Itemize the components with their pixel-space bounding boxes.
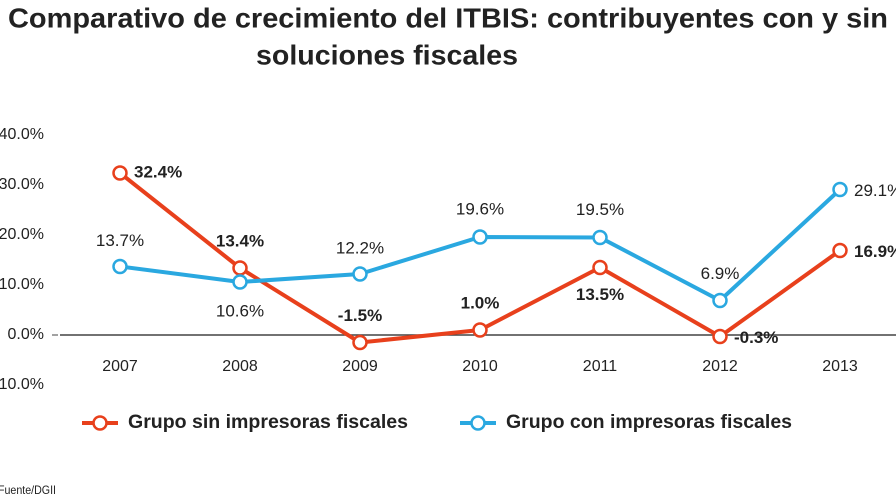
x-tick-label: 2012 [702,358,738,375]
chart-title: soluciones fiscales [256,39,518,70]
y-tick-label: 10.0% [0,276,44,293]
data-label: 19.5% [576,200,624,219]
y-tick-label: 40.0% [0,126,44,143]
data-label: 29.1% [854,181,896,200]
data-label: 1.0% [461,293,500,312]
data-label: 13.5% [576,285,624,304]
legend-marker [470,415,486,431]
data-point [232,274,248,290]
legend-marker [92,415,108,431]
data-point [592,259,608,276]
data-label: 13.7% [96,231,144,250]
data-point [112,165,128,181]
data-label: 6.9% [701,264,740,283]
x-tick-label: 2011 [583,358,618,375]
data-point [352,334,368,351]
data-point [472,322,488,338]
data-label: 13.4% [216,231,264,250]
x-tick-label: 2010 [462,358,498,375]
x-tick-label: 2008 [222,358,258,375]
data-label: -0.3% [734,328,778,347]
data-label: -1.5% [338,306,382,325]
data-point [352,266,368,282]
legend-label: Grupo sin impresoras fiscales [128,412,408,433]
source: Fuente/DGII [0,483,56,497]
data-point [832,242,848,259]
chart-title: Comparativo de crecimiento del ITBIS: co… [8,2,888,33]
data-label: 19.6% [456,199,504,218]
data-point [232,260,248,276]
data-point [472,229,488,245]
x-tick-label: 2009 [342,358,378,375]
x-tick-label: 2007 [102,358,138,375]
y-tick-label: 20.0% [0,226,44,243]
data-point [592,229,608,246]
y-tick-label: 0.0% [8,326,44,343]
legend-label: Grupo con impresoras fiscales [506,412,792,433]
x-tick-label: 2013 [822,358,858,375]
y-tick-label: 30.0% [0,176,44,193]
data-label: 16.9% [854,242,896,261]
y-tick-label: -10.0% [0,376,44,393]
data-point [832,181,848,198]
data-point [712,292,728,309]
data-point [712,328,728,345]
data-label: 10.6% [216,301,264,320]
data-label: 12.2% [336,238,384,257]
data-point [112,258,128,275]
data-label: 32.4% [134,162,182,181]
